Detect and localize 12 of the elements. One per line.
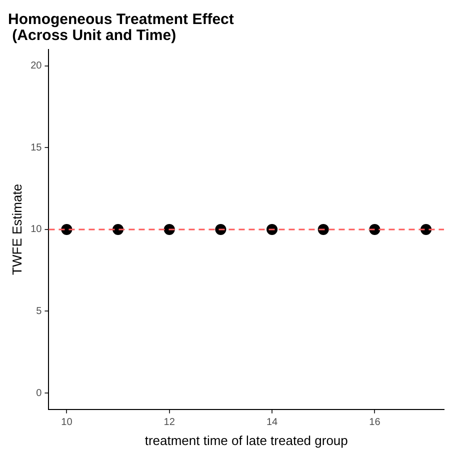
y-tick-label: 0 xyxy=(36,388,42,399)
y-tick-label: 10 xyxy=(30,224,42,236)
x-tick-label: 16 xyxy=(369,417,381,428)
y-axis-title: TWFE Estimate xyxy=(9,184,24,275)
y-tick-label: 5 xyxy=(36,306,42,317)
chart-title: Homogeneous Treatment Effect (Across Unit and Time) xyxy=(8,11,234,44)
x-tick-label: 12 xyxy=(164,417,176,428)
x-tick-label: 10 xyxy=(61,417,73,428)
y-tick-label: 15 xyxy=(30,142,42,154)
x-axis-title: treatment time of late treated group xyxy=(144,432,348,448)
y-tick-label: 20 xyxy=(30,60,42,72)
x-tick-label: 14 xyxy=(266,417,278,428)
